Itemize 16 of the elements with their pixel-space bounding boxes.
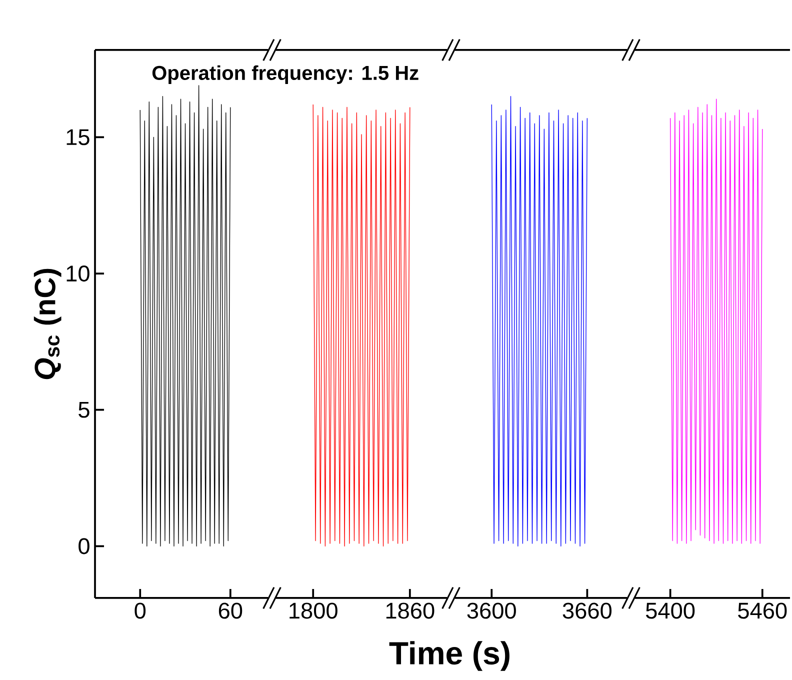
x-tick-label: 1800 xyxy=(290,602,338,619)
x-tick-label: 5400 xyxy=(646,602,695,619)
x-tick-label: 3600 xyxy=(467,602,516,619)
line-series xyxy=(140,85,231,547)
x-tick-label: 60 xyxy=(218,602,242,619)
y-tick-label: 0 xyxy=(78,538,90,554)
y-tick-label: 10 xyxy=(66,266,90,282)
x-axis-title: Time (s) xyxy=(389,641,510,671)
y-tick-label: 15 xyxy=(66,129,90,146)
text: Operation frequency: 1.5 Hz xyxy=(152,65,418,84)
x-tick-label: 3660 xyxy=(562,602,612,619)
y-tick-label: 5 xyxy=(78,402,90,418)
x-tick-label: 1860 xyxy=(386,602,434,619)
x-tick-label: 0 xyxy=(134,602,146,619)
y-axis-title: Q$_{sc}$ (nC) xyxy=(34,268,62,380)
x-tick-label: 5460 xyxy=(738,602,787,619)
